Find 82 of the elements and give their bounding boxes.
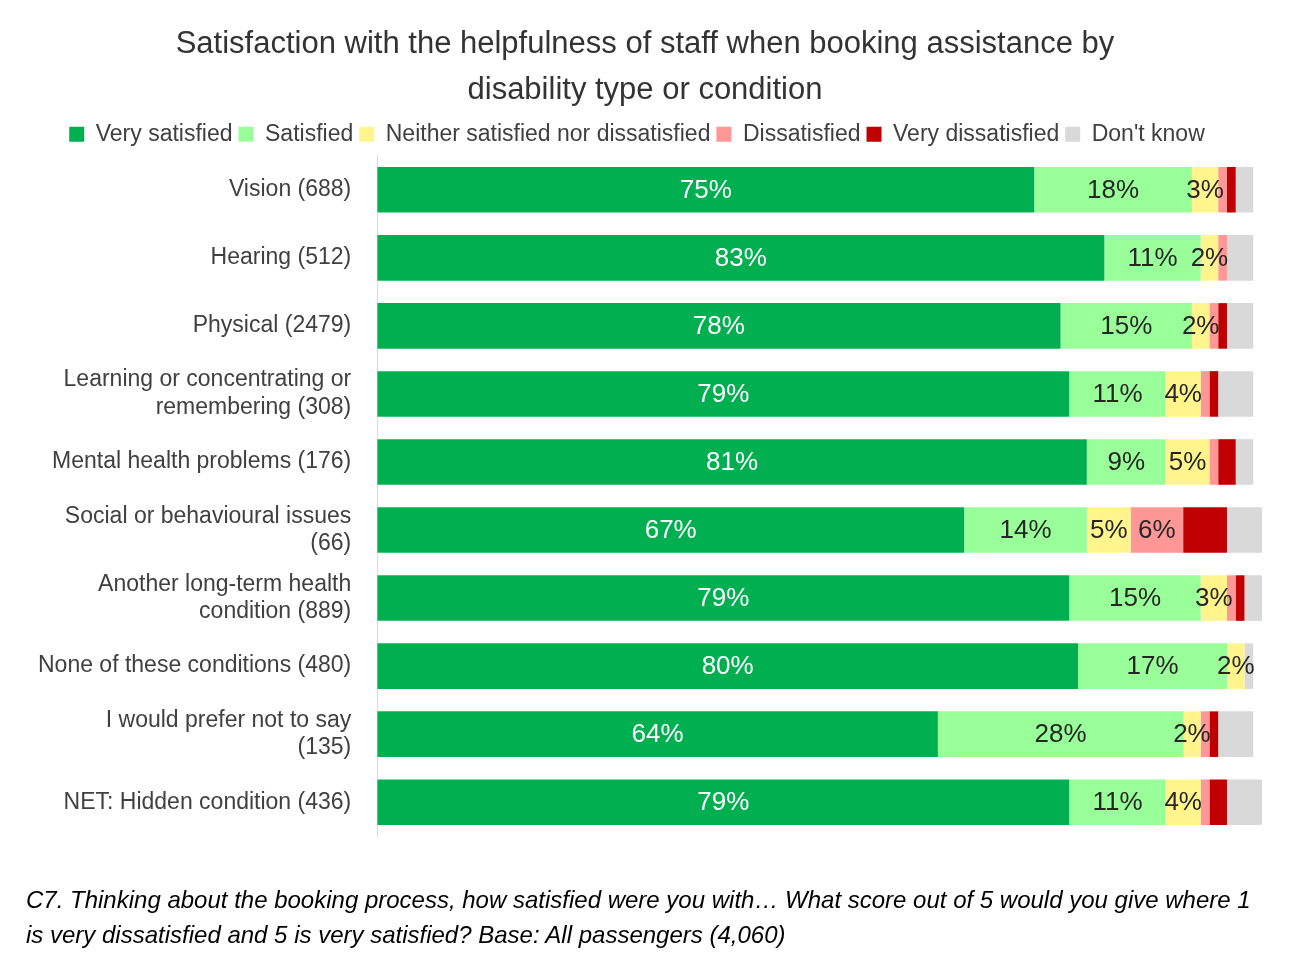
legend-label: Very dissatisfied: [893, 119, 1060, 146]
y-tick-label: Hearing (512): [210, 243, 352, 270]
text: C7. Thinking about the booking process, how satisfied were you with… What score out of 5 would you give where 1 is very dissatisfied and 5 is very satisfied? Base: All passengers (4,060): [26, 885, 1252, 950]
bar: [1209, 711, 1219, 757]
bar: [377, 575, 1070, 621]
bar: [1226, 167, 1236, 213]
data-label: 79%: [697, 378, 750, 409]
y-tick-label: I would prefer not to say (135): [105, 705, 352, 760]
bar: [1209, 779, 1227, 825]
data-label: 28%: [1034, 718, 1087, 749]
bar: [1244, 575, 1262, 621]
legend-label: Very satisfied: [95, 119, 233, 146]
data-label: 11%: [1092, 786, 1143, 817]
bar: [1086, 439, 1166, 485]
data-label: 14%: [999, 514, 1052, 545]
data-label: 4%: [1164, 378, 1202, 409]
y-tick-label: Physical (2479): [192, 311, 352, 338]
bar: [377, 643, 1079, 689]
data-label: 78%: [692, 310, 745, 341]
data-label: 75%: [679, 173, 732, 204]
bar: [377, 371, 1070, 417]
bar: [1218, 371, 1254, 417]
data-label: 15%: [1100, 310, 1153, 341]
bar: [1226, 235, 1254, 281]
data-label: 17%: [1126, 650, 1179, 681]
bar: [1235, 575, 1245, 621]
bar: [1218, 439, 1236, 485]
data-label: 2%: [1173, 718, 1211, 749]
legend-label: Don't know: [1091, 119, 1206, 146]
legend-label: Satisfied: [265, 119, 354, 146]
data-label: 3%: [1186, 173, 1224, 204]
bar: [1200, 371, 1210, 417]
data-label: 15%: [1108, 582, 1162, 613]
data-label: 2%: [1190, 242, 1229, 273]
data-label: 67%: [644, 514, 697, 545]
bar: [377, 303, 1061, 349]
data-label: 2%: [1216, 650, 1255, 681]
bar: [1226, 779, 1262, 825]
data-label: 5%: [1168, 446, 1207, 477]
bar: [377, 779, 1070, 825]
bar: [1226, 507, 1262, 553]
bar: [377, 507, 965, 553]
data-label: 64%: [631, 718, 684, 749]
bar: [377, 711, 938, 757]
bar: [1226, 303, 1254, 349]
y-tick-label: Another long-term health condition (889): [98, 569, 352, 624]
bar: [1200, 779, 1210, 825]
bar: [1183, 507, 1227, 553]
data-label: 5%: [1089, 514, 1128, 545]
data-label: 18%: [1087, 173, 1140, 204]
bar: [1218, 711, 1254, 757]
bar: [1235, 439, 1254, 485]
bar: [377, 439, 1087, 485]
bar: [377, 167, 1035, 213]
bar: [964, 507, 1087, 553]
data-label: 4%: [1164, 786, 1202, 817]
data-label: 11%: [1127, 242, 1178, 273]
bar: [1069, 779, 1166, 825]
data-label: 11%: [1092, 378, 1143, 409]
y-tick-label: NET: Hidden condition (436): [63, 787, 352, 814]
data-label: 3%: [1195, 582, 1233, 613]
bar: [1209, 439, 1219, 485]
data-label: 6%: [1138, 514, 1176, 545]
bar: [377, 235, 1105, 281]
legend-label: Neither satisfied nor dissatisfied: [385, 119, 711, 146]
data-label: 80%: [701, 650, 754, 681]
y-tick-label: Mental health problems (176): [52, 447, 352, 474]
data-label: 81%: [706, 446, 759, 477]
chart-title: Satisfaction with the helpfulness of staff when booking assistance by disability type or condition: [174, 24, 1116, 108]
bar: [1209, 371, 1219, 417]
y-tick-label: Vision (688): [228, 175, 352, 202]
data-label: 79%: [697, 582, 750, 613]
legend-label: Dissatisfied: [742, 119, 861, 146]
y-tick-label: Learning or concentrating or remembering (308): [63, 365, 352, 420]
data-label: 9%: [1107, 446, 1146, 477]
bar: [1218, 303, 1227, 349]
bar: [1069, 371, 1166, 417]
y-tick-label: None of these conditions (480): [37, 651, 352, 678]
y-tick-label: Social or behavioural issues (66): [64, 501, 352, 556]
data-label: 83%: [714, 242, 767, 273]
bar: [1235, 167, 1254, 213]
data-label: 79%: [697, 786, 750, 817]
